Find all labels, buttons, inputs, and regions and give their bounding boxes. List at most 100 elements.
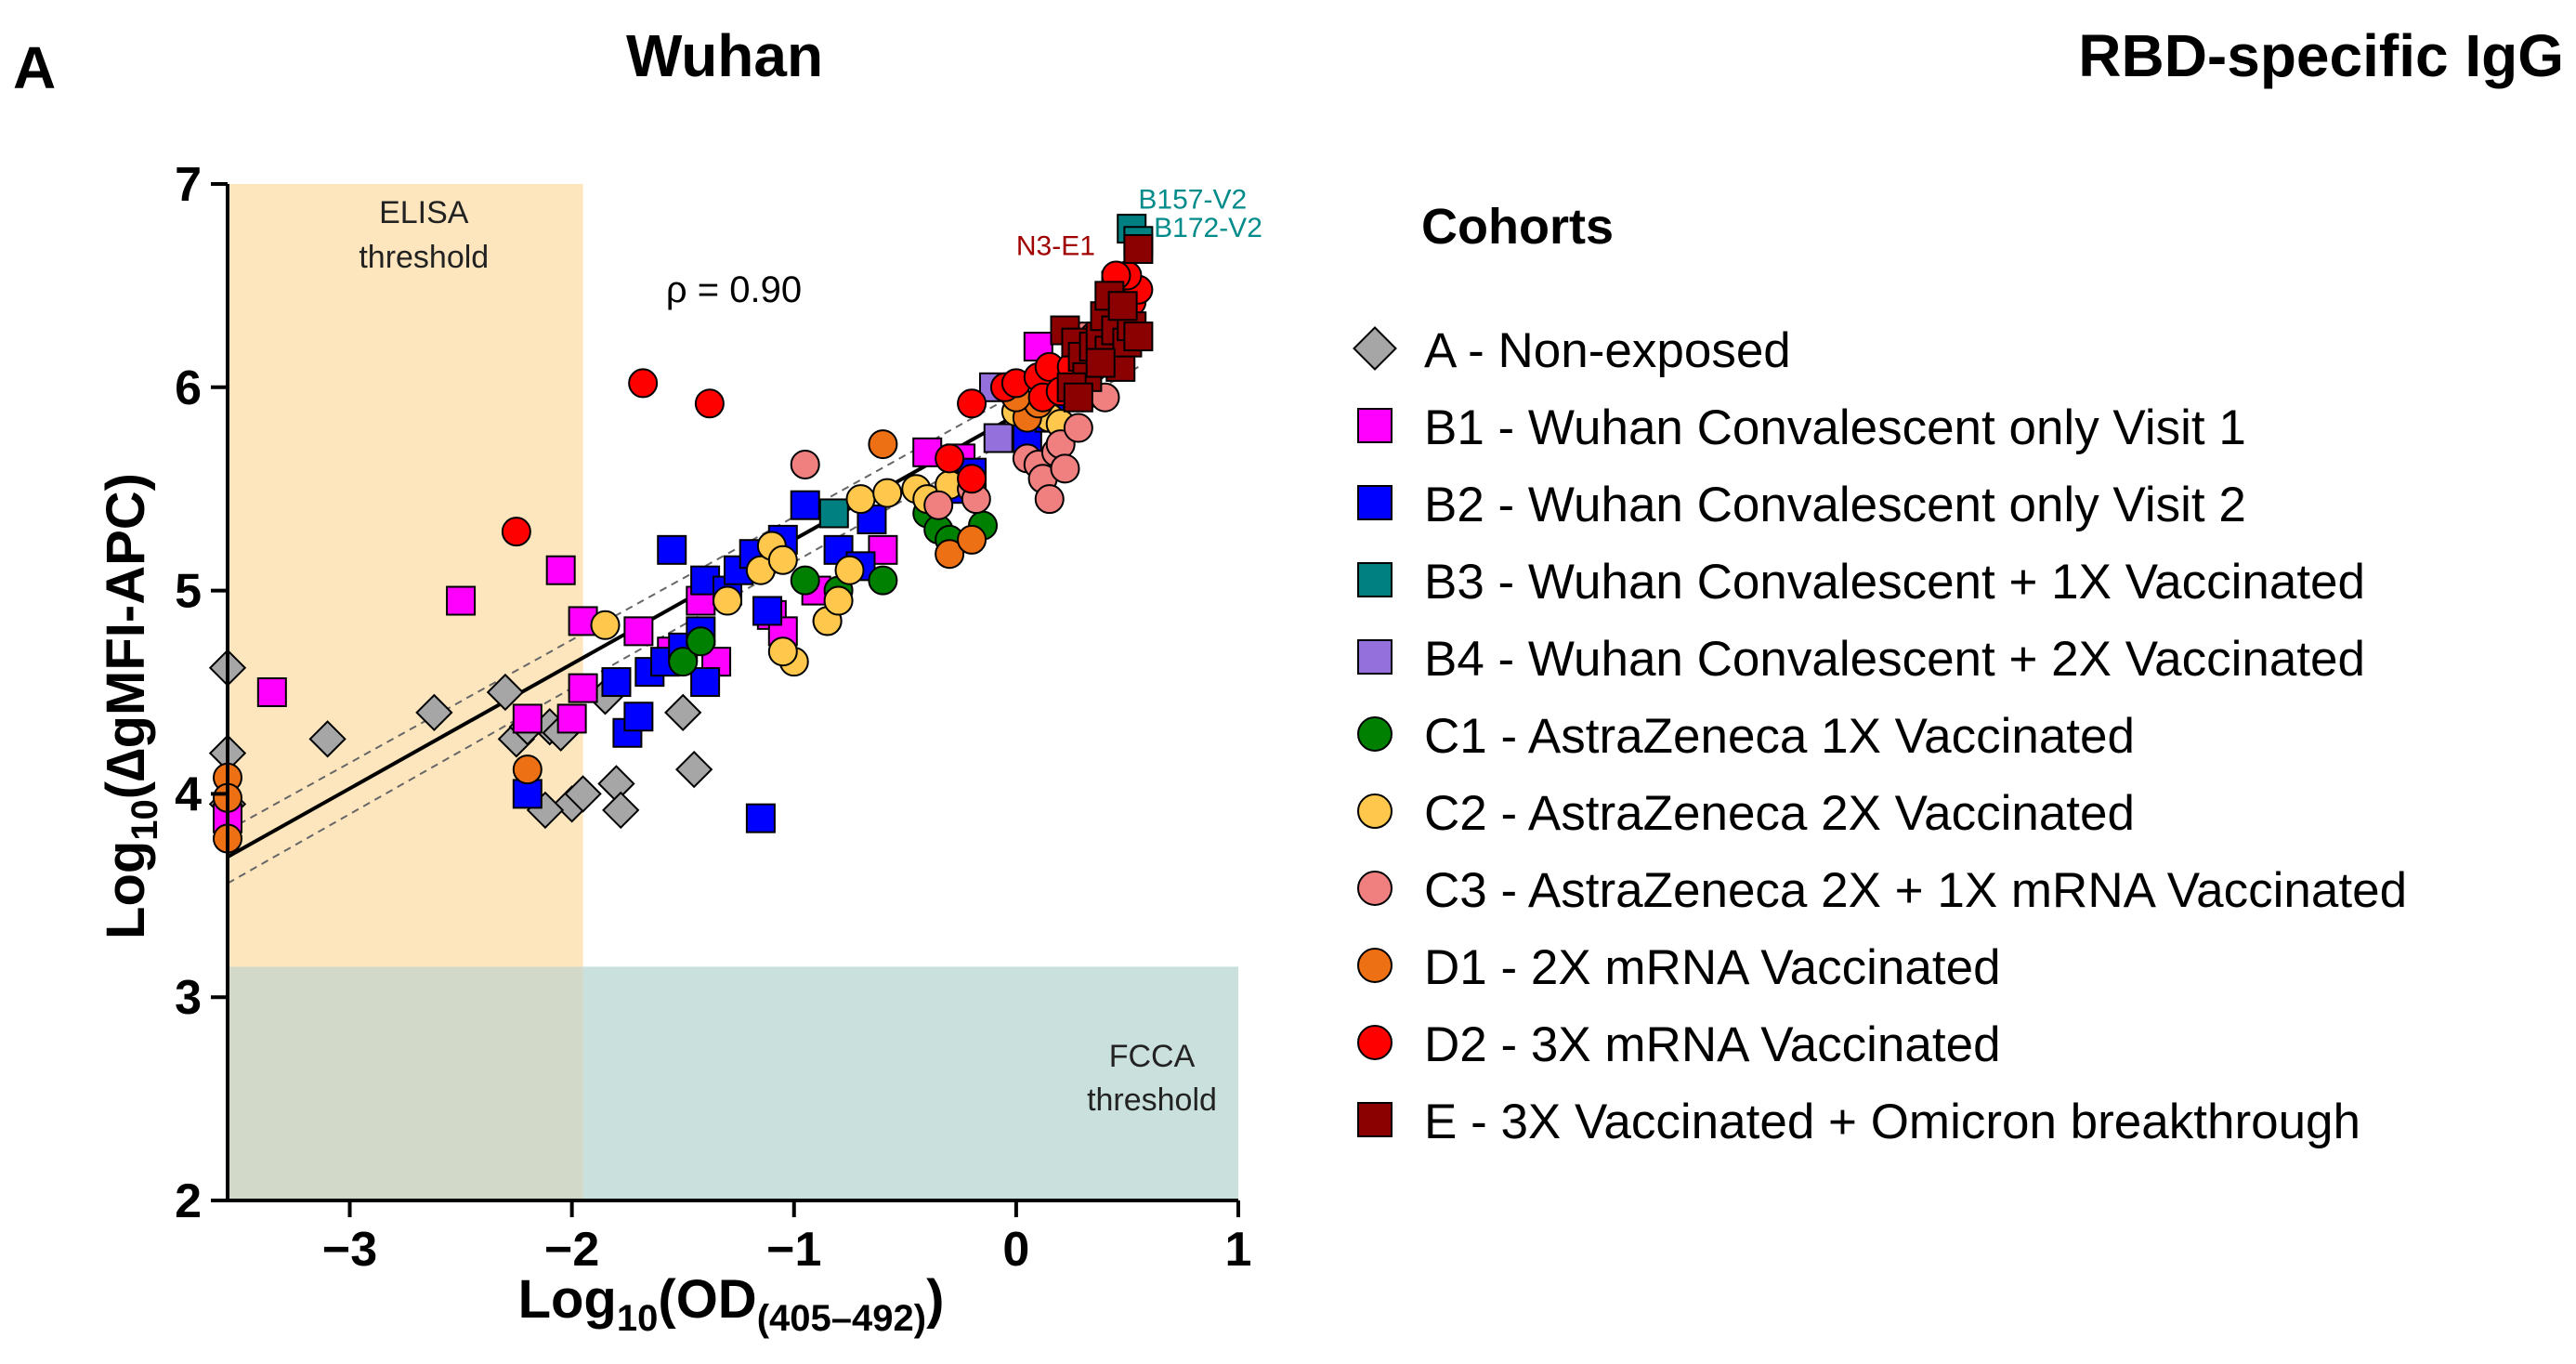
legend-marker-b1 — [1357, 408, 1393, 443]
point-a-5 — [486, 673, 525, 712]
point-c2-4 — [767, 544, 798, 575]
point-a-16 — [664, 693, 702, 732]
panel-letter: A — [13, 34, 56, 101]
legend-label-c2: C2 - AstraZeneca 2X Vaccinated — [1424, 786, 2135, 841]
point-b1-7 — [568, 673, 598, 703]
y-tick-label-3: 5 — [175, 565, 202, 619]
annotation-1: B172-V2 — [1154, 213, 1262, 243]
point-c3-1 — [923, 490, 954, 520]
annotation-0: B157-V2 — [1138, 184, 1247, 215]
legend-label-e: E - 3X Vaccinated + Omicron breakthrough — [1424, 1095, 2360, 1149]
x-tick-label-4: 1 — [1225, 1223, 1252, 1277]
chart-title: Wuhan — [626, 22, 823, 89]
x-tick-label-0: −3 — [322, 1223, 377, 1277]
point-a-15 — [602, 791, 640, 830]
confidence-band-lower — [227, 366, 1139, 885]
legend-marker-b2 — [1357, 485, 1393, 520]
legend-label-d2: D2 - 3X mRNA Vaccinated — [1424, 1017, 2001, 1072]
point-b2-3 — [623, 702, 654, 732]
y-tick-label-4: 6 — [175, 361, 202, 415]
point-d2-3 — [957, 464, 987, 494]
point-e-15 — [1123, 234, 1154, 265]
legend-label-c3: C3 - AstraZeneca 2X + 1X mRNA Vaccinated — [1424, 863, 2407, 918]
elisa-threshold-label-line2: threshold — [359, 240, 489, 275]
plot-background: ELISA threshold FCCA threshold — [228, 184, 1238, 1200]
legend-marker-b3 — [1357, 562, 1393, 597]
legend: A - Non-exposed B1 - Wuhan Convalescent o… — [1353, 323, 2407, 1149]
point-b1-3 — [512, 703, 543, 734]
point-c1-4 — [868, 565, 898, 596]
legend-marker-a — [1353, 326, 1397, 371]
legend-label-a: A - Non-exposed — [1424, 323, 1791, 378]
axes: 2 3 4 5 6 7 −3 −2 −1 0 1 — [175, 158, 1251, 1277]
legend-label-c1: C1 - AstraZeneca 1X Vaccinated — [1424, 709, 2135, 764]
point-c2-11 — [872, 478, 903, 508]
point-c3-7 — [1034, 484, 1065, 515]
point-c2-0 — [590, 610, 621, 640]
y-tick-label-2: 4 — [175, 767, 202, 821]
legend-label-b1: B1 - Wuhan Convalescent only Visit 1 — [1424, 400, 2246, 455]
point-b2-9 — [657, 534, 687, 565]
y-tick-label-1: 3 — [175, 971, 202, 1025]
point-b2-14 — [752, 596, 783, 626]
y-tick-label-0: 2 — [175, 1174, 202, 1228]
point-a-4 — [415, 693, 453, 732]
point-c1-2 — [790, 565, 820, 596]
point-d2-0 — [501, 517, 531, 547]
fcca-threshold-region — [582, 966, 1238, 1200]
legend-marker-c3 — [1357, 871, 1393, 906]
point-b1-18 — [1023, 332, 1053, 362]
legend-label-b4: B4 - Wuhan Convalescent + 2X Vaccinated — [1424, 632, 2365, 687]
point-b2-2 — [601, 667, 632, 698]
point-b2-20 — [745, 803, 776, 833]
point-a-3 — [308, 720, 347, 758]
x-tick-label-1: −2 — [544, 1223, 599, 1277]
point-d2-5 — [957, 388, 987, 419]
fcca-threshold-label-line1: FCCA — [1109, 1039, 1196, 1074]
point-c3-10 — [1050, 453, 1080, 484]
elisa-threshold-region — [228, 184, 583, 967]
point-e-16 — [1085, 348, 1116, 378]
point-d1-6 — [957, 524, 987, 555]
point-c1-0 — [668, 647, 699, 677]
y-tick-label-5: 7 — [175, 158, 202, 212]
legend-marker-e — [1357, 1102, 1393, 1137]
point-d1-3 — [512, 754, 543, 785]
annotation-2: N3-E1 — [1016, 231, 1095, 262]
point-c2-9 — [834, 555, 865, 585]
point-c3-0 — [790, 449, 820, 479]
legend-label-b2: B2 - Wuhan Convalescent only Visit 2 — [1424, 478, 2246, 532]
point-a-17 — [674, 750, 713, 789]
confidence-band-upper — [227, 325, 1139, 832]
point-b1-4 — [545, 555, 576, 585]
point-b1-5 — [556, 703, 587, 734]
legend-marker-b4 — [1357, 639, 1393, 675]
data-points — [208, 214, 1154, 854]
point-d2-1 — [628, 368, 659, 399]
x-tick-label-2: −1 — [766, 1223, 821, 1277]
point-c2-1 — [713, 585, 743, 616]
point-d1-5 — [935, 539, 965, 570]
point-b1-1 — [256, 677, 287, 707]
y-axis-label: Log10(∆gMFI-APC) — [96, 473, 165, 939]
point-d1-4 — [868, 429, 898, 460]
correlation-label: ρ = 0.90 — [666, 269, 802, 310]
legend-title: Cohorts — [1421, 199, 1614, 255]
point-b4-1 — [983, 423, 1013, 453]
point-c2-6 — [767, 636, 798, 667]
point-e-14 — [1107, 291, 1138, 321]
series-e — [1050, 234, 1154, 413]
point-d2-4 — [935, 443, 965, 474]
point-e-18 — [1063, 382, 1093, 413]
point-b3-0 — [818, 498, 849, 529]
legend-marker-c1 — [1357, 716, 1393, 752]
point-b1-8 — [623, 616, 654, 647]
point-c1-1 — [686, 626, 716, 657]
point-c2-10 — [845, 484, 876, 515]
point-d2-2 — [694, 388, 725, 419]
point-e-12 — [1123, 321, 1154, 352]
x-tick-label-3: 0 — [1002, 1223, 1029, 1277]
x-axis-label: Log10(OD(405–492)) — [518, 1269, 945, 1339]
